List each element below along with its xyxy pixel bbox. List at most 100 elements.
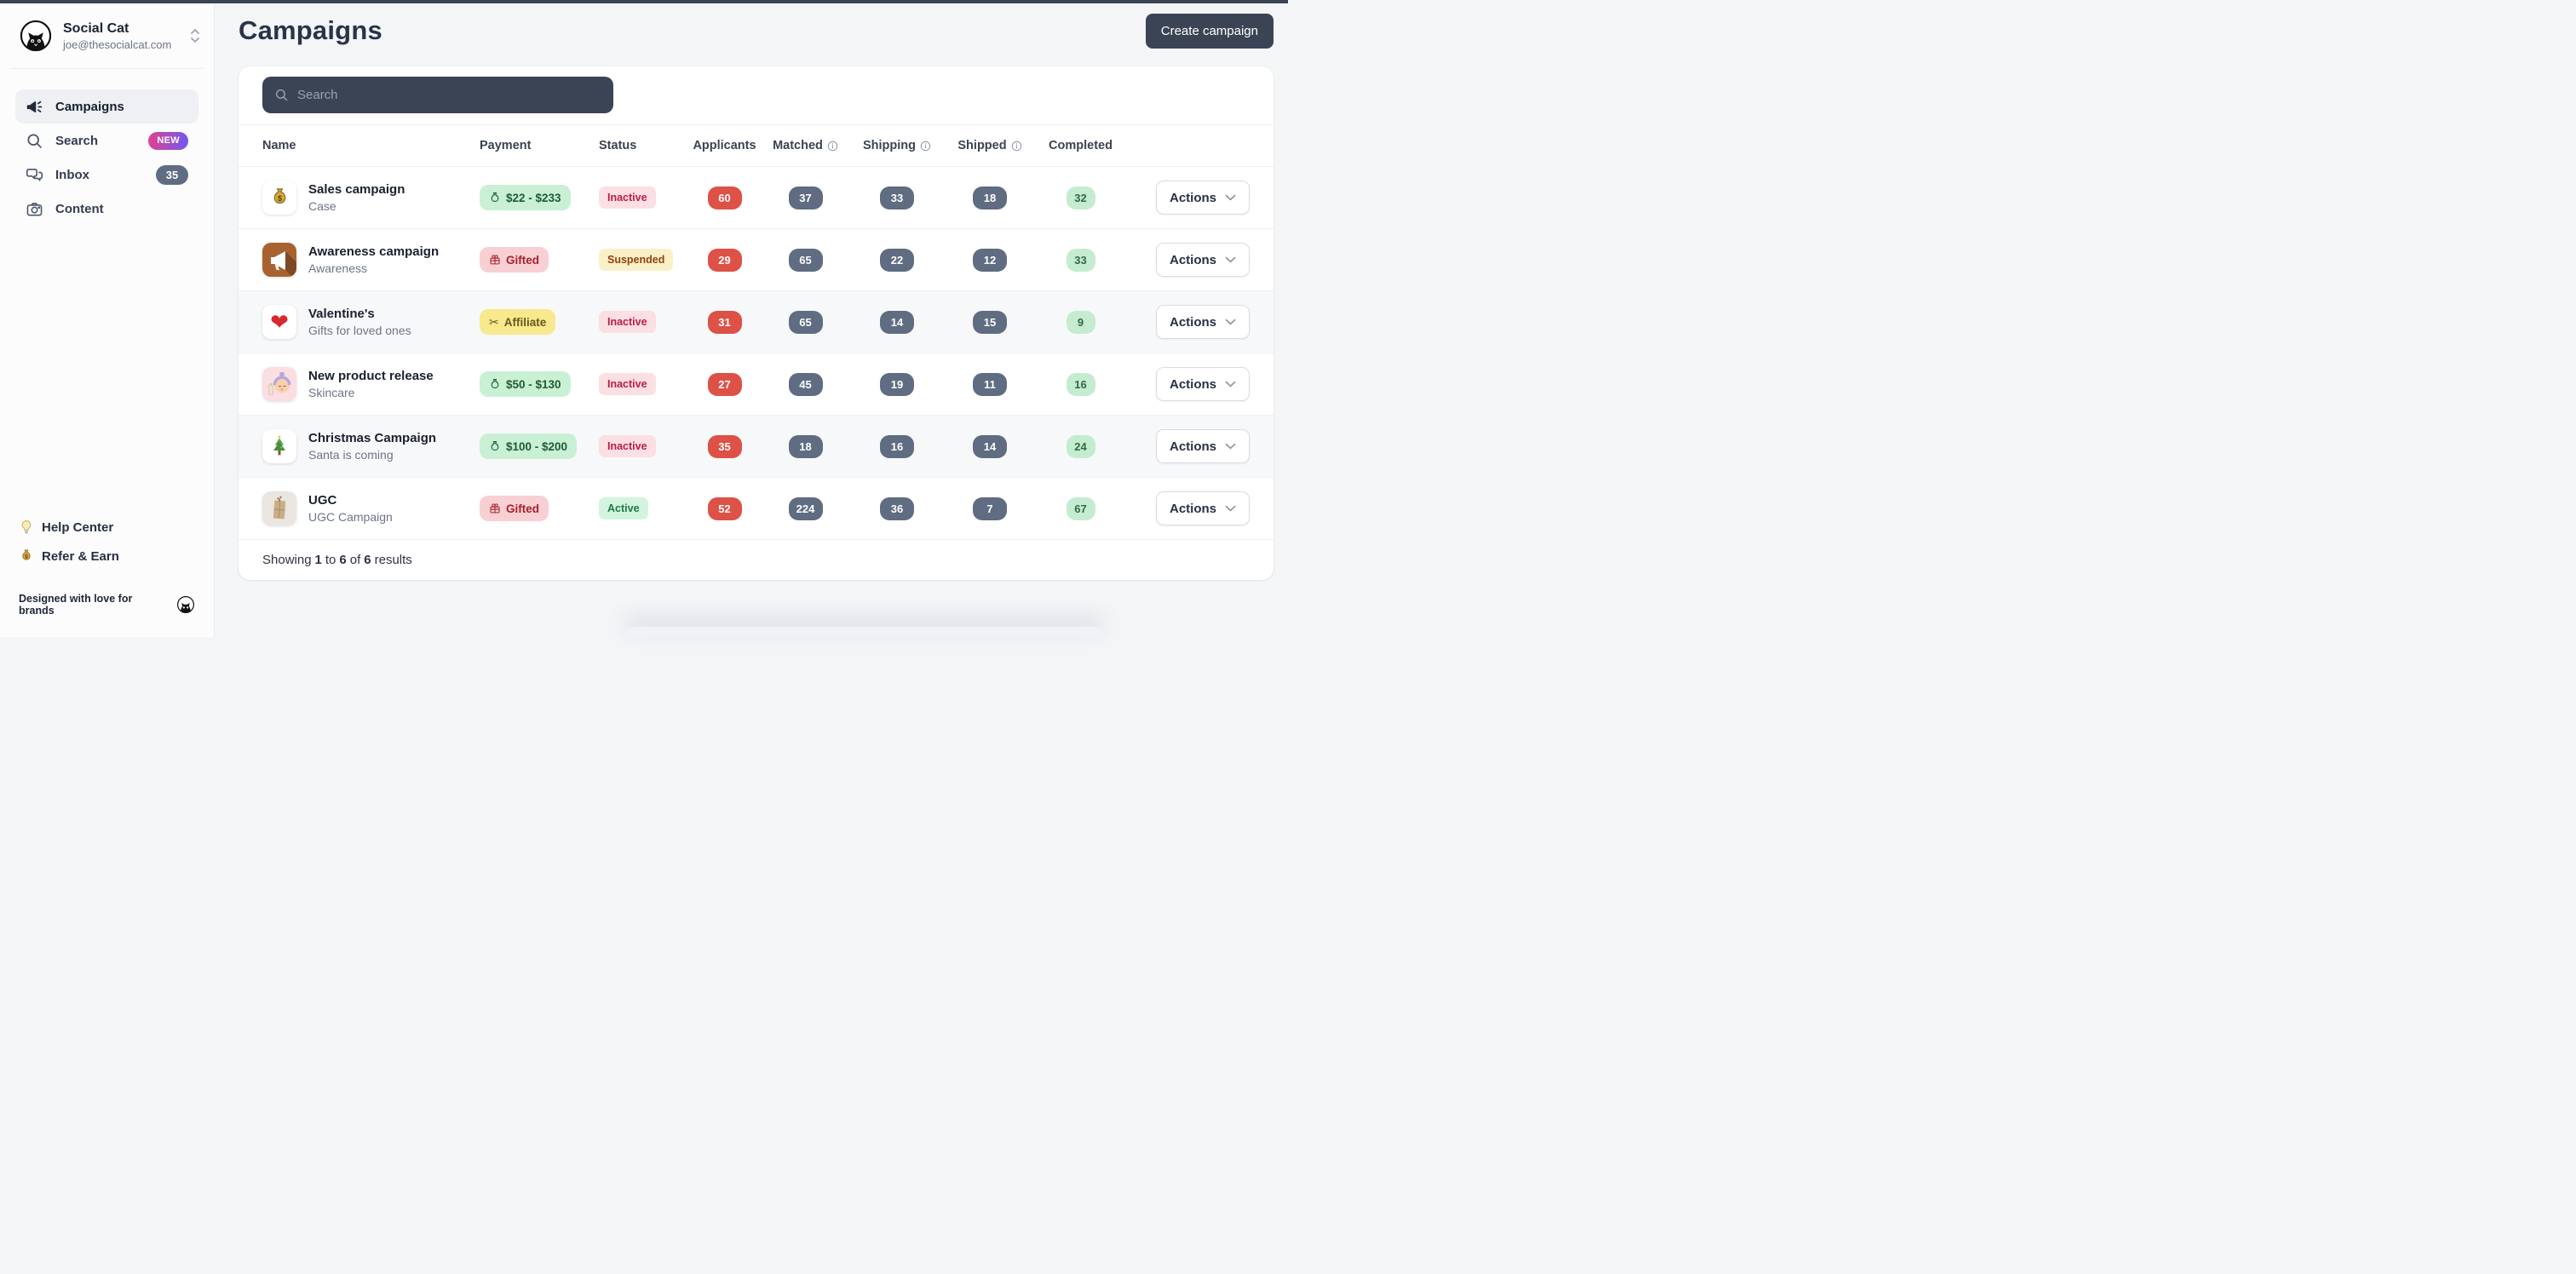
table-row[interactable]: UGC UGC Campaign Gifted Active 52 224 36… [239,477,1274,539]
create-campaign-button[interactable]: Create campaign [1145,14,1274,49]
window-top-bar [0,0,1288,3]
search-section [239,66,1274,124]
refer-earn-link[interactable]: $ Refer & Earn [19,548,195,564]
campaign-name-cell: Christmas Campaign Santa is coming [262,429,480,463]
svg-text:$: $ [25,554,28,560]
account-email: joe@thesocialcat.com [63,37,172,51]
chevron-down-icon [1225,318,1236,325]
column-header-payment[interactable]: Payment [480,139,532,152]
search-bar[interactable] [262,77,613,113]
help-center-link[interactable]: Help Center [19,519,195,535]
applicants-pill: 29 [707,248,742,272]
matched-pill: 45 [788,372,823,396]
sidebar-item-content[interactable]: Content [15,192,198,226]
footer-end-count: 6 [339,553,347,567]
campaign-subtitle: UGC Campaign [308,510,393,524]
sidebar-item-campaigns[interactable]: Campaigns [15,89,198,123]
payment-badge: $100 - $200 [480,433,578,459]
actions-button[interactable]: Actions [1155,367,1250,401]
search-input[interactable] [297,88,601,102]
megaphone-icon [26,98,43,116]
actions-button[interactable]: Actions [1155,429,1250,463]
actions-button[interactable]: Actions [1155,305,1250,339]
column-header-status[interactable]: Status [599,139,637,152]
column-header-matched[interactable]: Matched [761,139,850,152]
column-label: Shipping [862,139,916,152]
skincare-icon [262,367,296,401]
tagline-text: Designed with love for brands [19,593,133,617]
footer-start-count: 1 [314,553,322,567]
info-icon[interactable] [827,141,838,152]
shipped-pill: 14 [973,434,1007,458]
photo-thumbnail [262,491,296,525]
gift-icon [489,254,501,266]
social-cat-logo [19,19,53,53]
page-title: Campaigns [239,15,382,45]
column-header-name[interactable]: Name [262,139,296,152]
lightbulb-icon [19,519,34,535]
payment-label: $100 - $200 [506,439,568,453]
actions-label: Actions [1169,314,1216,330]
actions-button[interactable]: Actions [1155,243,1250,277]
help-center-label: Help Center [42,519,114,535]
column-header-completed[interactable]: Completed [1049,139,1113,152]
chevron-down-icon [1225,505,1236,512]
table-row[interactable]: $ Sales campaign Case $22 - $233 Inactiv… [239,166,1274,228]
info-icon[interactable] [920,141,931,152]
money-bag-outline-icon [489,192,501,204]
table-row[interactable]: Awareness campaign Awareness Gifted Susp… [239,228,1274,290]
campaigns-card: Name Payment Status Applicants Matched S… [239,66,1274,580]
column-header-shipping[interactable]: Shipping [850,139,944,152]
matched-pill: 224 [788,496,823,520]
inbox-chat-icon [26,166,43,184]
money-bag-icon: $ [262,181,296,215]
table-row[interactable]: New product release Skincare $50 - $130 … [239,353,1274,415]
campaign-subtitle: Gifts for loved ones [308,324,411,337]
status-badge: Suspended [599,249,674,271]
column-header-applicants[interactable]: Applicants [693,139,756,152]
chevron-up-down-icon[interactable] [190,27,200,44]
sidebar-footer: Help Center $ Refer & Earn Designed with… [0,506,214,617]
sidebar-item-label: Content [55,201,104,216]
shipping-pill: 36 [880,496,914,520]
sidebar-item-label: Campaigns [55,99,124,114]
sidebar-item-inbox[interactable]: Inbox 35 [15,158,198,192]
sidebar-item-search[interactable]: Search NEW [15,123,198,158]
shipped-pill: 18 [973,186,1007,209]
shipping-pill: 19 [880,372,914,396]
footer-total-count: 6 [364,553,371,567]
status-badge: Inactive [599,373,656,395]
shipping-pill: 33 [880,186,914,209]
payment-label: $22 - $233 [506,191,561,204]
campaign-name: New product release [308,369,434,383]
info-icon[interactable] [1011,141,1022,152]
page-header: Campaigns Create campaign [239,14,1274,49]
completed-pill: 24 [1066,434,1095,458]
shipping-pill: 16 [880,434,914,458]
footer-text: results [374,553,412,567]
completed-pill: 9 [1066,310,1095,334]
column-header-shipped[interactable]: Shipped [944,139,1036,152]
shipped-pill: 7 [973,496,1007,520]
new-badge: NEW [148,131,188,150]
footer-text: Showing [262,553,312,567]
campaign-name-cell: ❤ Valentine's Gifts for loved ones [262,305,480,339]
christmas-tree-icon [262,429,296,463]
payment-label: Gifted [506,253,539,267]
account-switcher[interactable]: Social Cat joe@thesocialcat.com [0,17,214,68]
next-card-peek [624,627,1105,637]
app-shell: Social Cat joe@thesocialcat.com Campaign… [0,0,1288,637]
actions-label: Actions [1169,252,1216,267]
shipping-pill: 22 [880,248,914,272]
completed-pill: 33 [1066,248,1095,272]
table-row[interactable]: ❤ Valentine's Gifts for loved ones ✂ Aff… [239,290,1274,353]
payment-badge: Gifted [480,496,549,521]
applicants-pill: 35 [707,434,742,458]
chevron-down-icon [1225,443,1236,450]
campaign-name: UGC [308,493,337,508]
actions-button[interactable]: Actions [1155,181,1250,215]
footer-text: to [325,553,336,567]
applicants-pill: 31 [707,310,742,334]
actions-button[interactable]: Actions [1155,491,1250,525]
table-row[interactable]: Christmas Campaign Santa is coming $100 … [239,415,1274,477]
